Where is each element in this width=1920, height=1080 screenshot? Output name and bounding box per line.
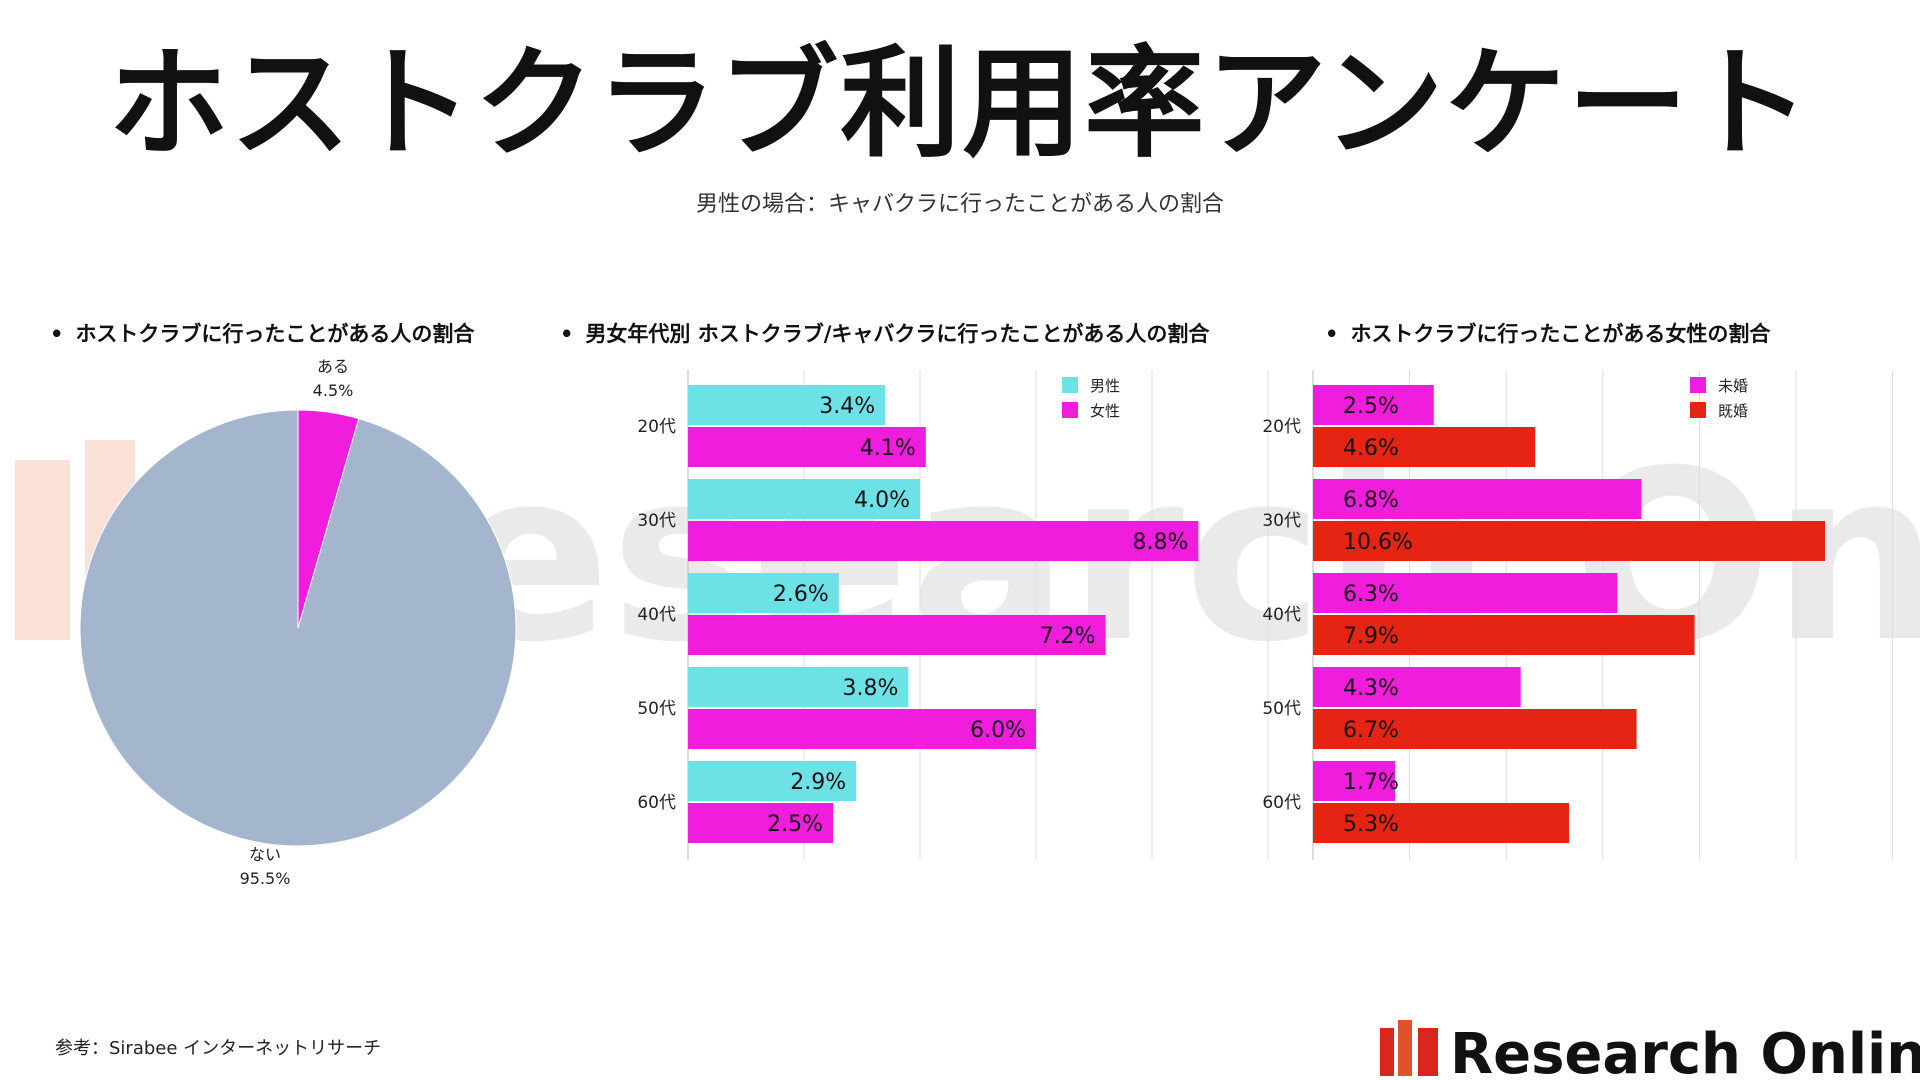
bar-0-2 [688, 573, 839, 613]
bar-data-label: 2.6% [773, 582, 829, 607]
legend-label: 男性 [1090, 377, 1120, 395]
bar-data-label: 6.3% [1343, 582, 1399, 607]
bar-0-2 [1313, 573, 1618, 613]
bar-data-label: 4.6% [1343, 436, 1399, 461]
pie-slice-1 [79, 409, 517, 847]
bar-data-label: 6.0% [970, 718, 1026, 743]
bar-data-label: 3.8% [842, 676, 898, 701]
bar-data-label: 6.8% [1343, 488, 1399, 513]
research-online-logo: Research Online [1380, 1020, 1920, 1080]
section-title-female-marital: • ホストクラブに行ったことがある女性の割合 [1325, 318, 1770, 348]
category-label: 60代 [637, 793, 676, 813]
legend-swatch [1062, 377, 1078, 393]
bar-data-label: 2.5% [767, 812, 823, 837]
bar-1-0 [1313, 427, 1536, 467]
bar-0-4 [688, 761, 857, 801]
pie-value-nai: 95.5% [240, 869, 291, 888]
logo-text: Research Online [1450, 1022, 1920, 1080]
bar-data-label: 7.2% [1040, 624, 1096, 649]
bullet-icon: • [50, 322, 64, 346]
bar-data-label: 8.8% [1132, 530, 1188, 555]
bar-data-label: 5.3% [1343, 812, 1399, 837]
bar-1-1 [688, 521, 1199, 561]
category-label: 30代 [637, 511, 676, 531]
bar-chart-gender-age: 024681020代3.4%4.1%30代4.0%8.8%40代2.6%7.2%… [637, 370, 1269, 860]
bar-1-3 [688, 709, 1036, 749]
bullet-icon: • [1325, 322, 1339, 346]
bar-data-label: 10.6% [1343, 530, 1413, 555]
bar-data-label: 4.1% [860, 436, 916, 461]
pie-label-aru: ある [317, 357, 349, 376]
bar-data-label: 4.3% [1343, 676, 1399, 701]
bar-0-0 [1313, 385, 1434, 425]
bar-data-label: 6.7% [1343, 718, 1399, 743]
category-label: 50代 [637, 699, 676, 719]
section-title-pie: • ホストクラブに行ったことがある人の割合 [50, 318, 474, 348]
bar-0-3 [688, 667, 909, 707]
bar-0-1 [1313, 479, 1642, 519]
section-title-text: ホストクラブに行ったことがある人の割合 [75, 322, 475, 346]
bar-data-label: 7.9% [1343, 624, 1399, 649]
bar-1-2 [688, 615, 1106, 655]
category-label: 40代 [1262, 605, 1301, 625]
bar-1-4 [1313, 803, 1569, 843]
category-label: 50代 [1262, 699, 1301, 719]
section-title-text: 男女年代別 ホストクラブ/キャバクラに行ったことがある人の割合 [585, 322, 1210, 346]
bar-1-2 [1313, 615, 1695, 655]
source-note: 参考：Sirabee インターネットリサーチ [55, 1038, 382, 1059]
legend-label: 既婚 [1718, 402, 1748, 420]
category-label: 30代 [1262, 511, 1301, 531]
section-title-text: ホストクラブに行ったことがある女性の割合 [1350, 322, 1771, 346]
section-title-gender-age: • 男女年代別 ホストクラブ/キャバクラに行ったことがある人の割合 [560, 318, 1209, 348]
bar-1-1 [1313, 521, 1825, 561]
bar-data-label: 1.7% [1343, 770, 1399, 795]
bar-data-label: 2.9% [790, 770, 846, 795]
bullet-icon: • [560, 322, 574, 346]
bar-0-3 [1313, 667, 1521, 707]
logo-mark-icon [1380, 1020, 1438, 1076]
legend-swatch [1690, 377, 1706, 393]
legend-swatch [1690, 402, 1706, 418]
category-label: 20代 [1262, 417, 1301, 437]
pie-label-nai: ない [249, 845, 281, 864]
page-title: ホストクラブ利用率アンケート [108, 35, 1812, 174]
bar-1-3 [1313, 709, 1637, 749]
bar-1-4 [688, 803, 833, 843]
pie-chart: ある 4.5% ない 95.5% [79, 357, 517, 888]
bar-1-0 [688, 427, 926, 467]
bar-0-4 [1313, 761, 1396, 801]
category-label: 60代 [1262, 793, 1301, 813]
pie-value-aru: 4.5% [313, 381, 354, 400]
bar-chart-female-marital: 0%2%4%6%8%10%12%20代2.5%4.6%30代6.8%10.6%4… [1262, 370, 1894, 860]
legend-label: 女性 [1090, 402, 1120, 420]
page-subtitle: 男性の場合：キャバクラに行ったことがある人の割合 [695, 192, 1224, 217]
category-label: 20代 [637, 417, 676, 437]
legend-label: 未婚 [1718, 377, 1748, 395]
bar-data-label: 3.4% [819, 394, 875, 419]
legend-swatch [1062, 402, 1078, 418]
category-label: 40代 [637, 605, 676, 625]
bar-0-1 [688, 479, 920, 519]
bar-0-0 [688, 385, 886, 425]
bar-data-label: 2.5% [1343, 394, 1399, 419]
bar-data-label: 4.0% [854, 488, 910, 513]
